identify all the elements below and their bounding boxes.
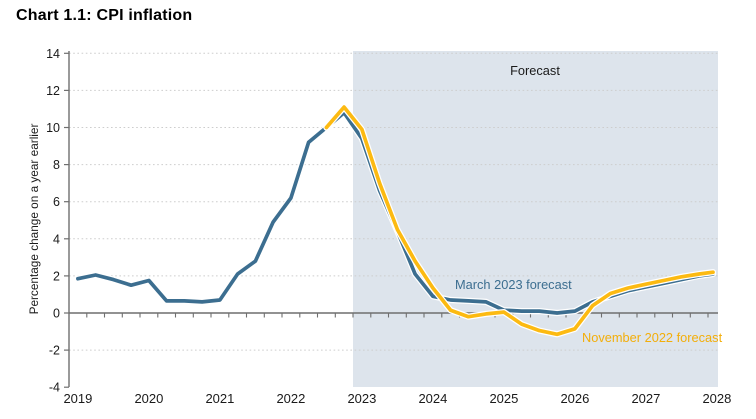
- x-tick-label-2025: 2025: [489, 391, 518, 406]
- november-2022-forecast-label: November 2022 forecast: [582, 330, 723, 345]
- y-tick-label-8: 8: [53, 158, 60, 172]
- y-tick-label-12: 12: [46, 84, 60, 98]
- x-tick-label-2022: 2022: [276, 391, 305, 406]
- x-tick-label-2021: 2021: [205, 391, 234, 406]
- x-tick-label-2024: 2024: [418, 391, 447, 406]
- y-tick-label-10: 10: [46, 121, 60, 135]
- x-tick-label-2026: 2026: [560, 391, 589, 406]
- x-tick-label-2020: 2020: [134, 391, 163, 406]
- y-tick-label-0: 0: [53, 307, 60, 321]
- y-tick-label-14: 14: [46, 47, 60, 61]
- march-2023-forecast-label: March 2023 forecast: [455, 277, 572, 292]
- x-tick-label-2023: 2023: [347, 391, 376, 406]
- x-tick-label-2028: 2028: [702, 391, 731, 406]
- y-tick-label--4: -4: [49, 381, 60, 395]
- forecast-label: Forecast: [510, 63, 560, 78]
- y-tick-label-2: 2: [53, 269, 60, 283]
- y-tick-label-6: 6: [53, 195, 60, 209]
- y-tick-label--2: -2: [49, 344, 60, 358]
- x-tick-label-2019: 2019: [63, 391, 92, 406]
- y-axis-title: Percentage change on a year earlier: [27, 124, 41, 315]
- y-tick-label-4: 4: [53, 232, 60, 246]
- x-tick-label-2027: 2027: [631, 391, 660, 406]
- chart-title: Chart 1.1: CPI inflation: [16, 7, 193, 24]
- november-2022-forecast-line: [324, 105, 715, 337]
